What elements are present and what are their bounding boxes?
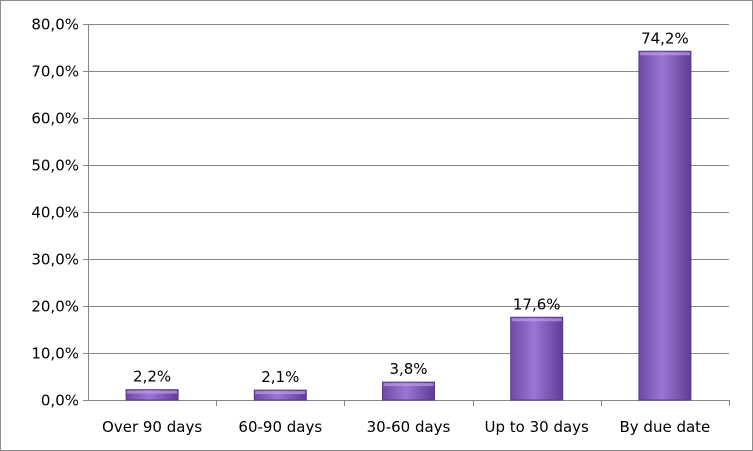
y-tick-label: 70,0%	[31, 63, 79, 81]
bar	[253, 389, 307, 401]
category-label: Over 90 days	[102, 418, 202, 436]
bar-highlight	[511, 318, 562, 322]
bar-highlight	[255, 391, 306, 395]
bar-highlight	[639, 52, 690, 56]
y-tick-label: 80,0%	[31, 16, 79, 34]
bars	[125, 50, 692, 401]
y-tick-labels: 0,0% 10,0% 20,0% 30,0% 40,0% 50,0% 60,0% 70,0% 8…	[31, 16, 79, 410]
y-tick-label: 40,0%	[31, 204, 79, 222]
data-label: 2,2%	[133, 368, 171, 386]
bar	[125, 389, 179, 401]
y-tick-label: 20,0%	[31, 298, 79, 316]
y-tick-label: 0,0%	[41, 392, 79, 410]
category-label: By due date	[620, 418, 711, 436]
axes	[83, 24, 730, 406]
data-label: 2,1%	[261, 368, 299, 386]
gridlines	[88, 24, 729, 354]
data-label: 17,6%	[513, 295, 561, 313]
bar-highlight	[383, 383, 434, 387]
bar-highlight	[127, 390, 178, 394]
y-tick-label: 30,0%	[31, 251, 79, 269]
y-tick-label: 60,0%	[31, 110, 79, 128]
y-tick-label: 50,0%	[31, 157, 79, 175]
category-label: 60-90 days	[238, 418, 322, 436]
bar	[382, 381, 435, 401]
y-tick-label: 10,0%	[31, 345, 79, 363]
category-label: Up to 30 days	[485, 418, 590, 436]
category-label: 30-60 days	[367, 418, 451, 436]
bar	[638, 50, 692, 401]
bar	[510, 316, 564, 401]
category-labels: Over 90 days 60-90 days 30-60 days Up to 30…	[102, 418, 710, 436]
data-labels: 2,2% 2,1% 3,8% 17,6% 74,2%	[133, 29, 689, 386]
data-label: 3,8%	[389, 360, 427, 378]
data-label: 74,2%	[641, 29, 689, 47]
